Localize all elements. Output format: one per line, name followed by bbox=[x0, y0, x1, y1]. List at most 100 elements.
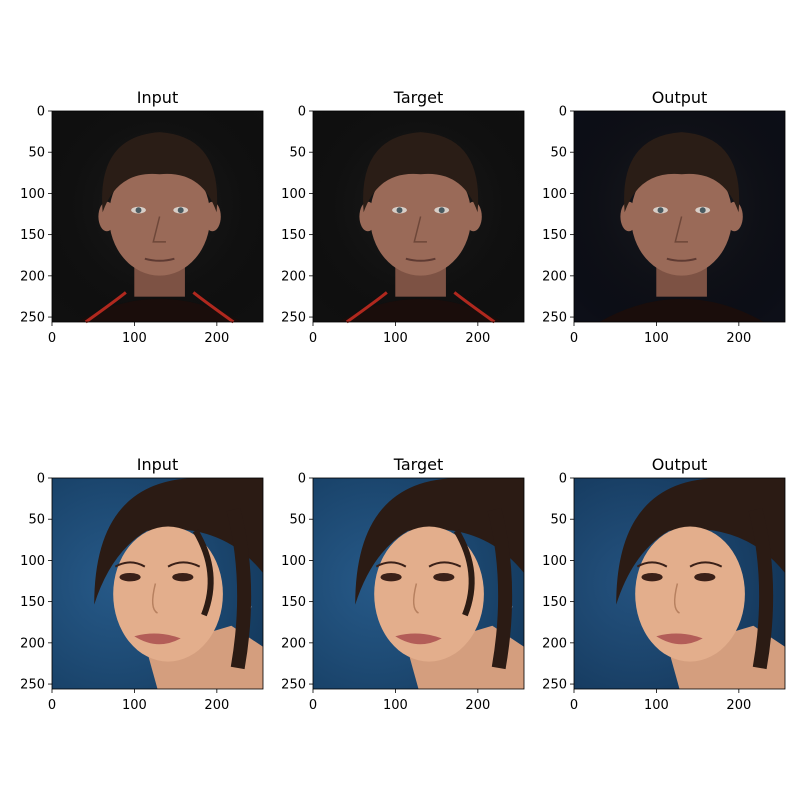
panel-title: Output bbox=[652, 455, 708, 474]
y-tick-label: 150 bbox=[281, 228, 306, 243]
y-tick-label: 150 bbox=[20, 228, 45, 243]
iris bbox=[177, 207, 184, 214]
shirt-stripe bbox=[84, 291, 127, 324]
nose bbox=[673, 583, 680, 614]
hair bbox=[355, 478, 524, 605]
x-tick-label: 0 bbox=[309, 331, 317, 346]
nose bbox=[413, 216, 427, 243]
axes-frame bbox=[312, 477, 525, 690]
hair bbox=[94, 478, 263, 605]
panel-title: Target bbox=[393, 88, 444, 107]
y-tick-label: 100 bbox=[20, 554, 45, 569]
y-tick-label: 0 bbox=[298, 472, 306, 487]
y-tick-label: 200 bbox=[281, 269, 306, 284]
face bbox=[113, 526, 223, 662]
eye bbox=[694, 572, 716, 582]
y-tick-label: 50 bbox=[550, 146, 567, 161]
x-tick-label: 0 bbox=[570, 698, 578, 713]
shirt-stripe bbox=[453, 291, 496, 324]
axes-frame bbox=[51, 110, 264, 323]
x-tick-label: 200 bbox=[726, 698, 751, 713]
x-tick-label: 100 bbox=[383, 698, 408, 713]
axes-frame bbox=[312, 110, 525, 323]
panel-title: Input bbox=[137, 88, 178, 107]
lips bbox=[395, 633, 442, 645]
y-tick-label: 250 bbox=[281, 311, 306, 326]
eyebrow bbox=[375, 561, 407, 568]
panel-input: 0 100 200 0 50 100 150 200 250 Input bbox=[20, 88, 264, 346]
eye bbox=[641, 572, 663, 582]
y-tick-label: 150 bbox=[20, 595, 45, 610]
eyebrow bbox=[636, 561, 668, 568]
y-tick-label: 150 bbox=[542, 595, 567, 610]
face bbox=[635, 526, 745, 662]
axes-frame bbox=[573, 110, 786, 323]
hair-side bbox=[226, 507, 252, 670]
x-tick-label: 100 bbox=[122, 698, 147, 713]
shirt bbox=[338, 298, 503, 322]
panel-output: 0 100 200 0 50 100 150 200 250 Output bbox=[542, 88, 786, 346]
face bbox=[374, 526, 484, 662]
shirt bbox=[77, 298, 242, 322]
y-tick-label: 200 bbox=[281, 636, 306, 651]
panel-output: 0 100 200 0 50 100 150 200 250 Output bbox=[542, 455, 786, 713]
hair-strand bbox=[192, 529, 214, 617]
shirt-stripe bbox=[345, 291, 388, 324]
x-tick-label: 0 bbox=[309, 698, 317, 713]
x-tick-label: 0 bbox=[48, 698, 56, 713]
hair bbox=[102, 132, 218, 213]
y-tick-label: 150 bbox=[542, 228, 567, 243]
neck bbox=[668, 625, 785, 689]
x-tick-label: 100 bbox=[644, 331, 669, 346]
eye bbox=[172, 572, 194, 582]
hair bbox=[616, 478, 785, 605]
panel-title: Target bbox=[393, 455, 444, 474]
x-tick-label: 200 bbox=[204, 698, 229, 713]
y-tick-label: 0 bbox=[298, 105, 306, 120]
lips bbox=[134, 633, 181, 645]
x-tick-label: 200 bbox=[726, 331, 751, 346]
nose bbox=[151, 583, 158, 614]
y-tick-label: 0 bbox=[37, 472, 45, 487]
lips bbox=[656, 633, 703, 645]
iris bbox=[657, 207, 664, 214]
iris bbox=[396, 207, 403, 214]
y-tick-label: 250 bbox=[20, 311, 45, 326]
y-tick-label: 50 bbox=[289, 146, 306, 161]
hair-strand bbox=[453, 529, 475, 617]
axes-frame bbox=[573, 477, 786, 690]
panel-title: Input bbox=[137, 455, 178, 474]
eye bbox=[119, 572, 141, 582]
eye bbox=[380, 572, 402, 582]
mouth bbox=[666, 257, 697, 262]
y-tick-label: 100 bbox=[542, 187, 567, 202]
y-tick-label: 100 bbox=[542, 554, 567, 569]
nose bbox=[412, 583, 419, 614]
axes-frame bbox=[51, 477, 264, 690]
shirt bbox=[599, 298, 764, 322]
y-tick-label: 200 bbox=[20, 269, 45, 284]
iris bbox=[135, 207, 142, 214]
hair-side bbox=[487, 507, 513, 670]
hair bbox=[624, 132, 740, 213]
hair-side bbox=[748, 507, 774, 670]
y-tick-label: 50 bbox=[28, 513, 45, 528]
x-tick-label: 200 bbox=[465, 331, 490, 346]
iris bbox=[699, 207, 706, 214]
eye bbox=[433, 572, 455, 582]
y-tick-label: 250 bbox=[542, 311, 567, 326]
panel-target: 0 100 200 0 50 100 150 200 250 Target bbox=[281, 455, 525, 713]
y-tick-label: 0 bbox=[37, 105, 45, 120]
y-tick-label: 250 bbox=[20, 678, 45, 693]
y-tick-label: 200 bbox=[542, 636, 567, 651]
y-tick-label: 50 bbox=[289, 513, 306, 528]
y-tick-label: 100 bbox=[281, 554, 306, 569]
y-tick-label: 100 bbox=[281, 187, 306, 202]
x-tick-label: 100 bbox=[122, 331, 147, 346]
neck bbox=[146, 625, 263, 689]
eyebrow bbox=[428, 561, 462, 568]
eyebrow bbox=[689, 561, 723, 568]
y-tick-label: 200 bbox=[542, 269, 567, 284]
y-tick-label: 150 bbox=[281, 595, 306, 610]
